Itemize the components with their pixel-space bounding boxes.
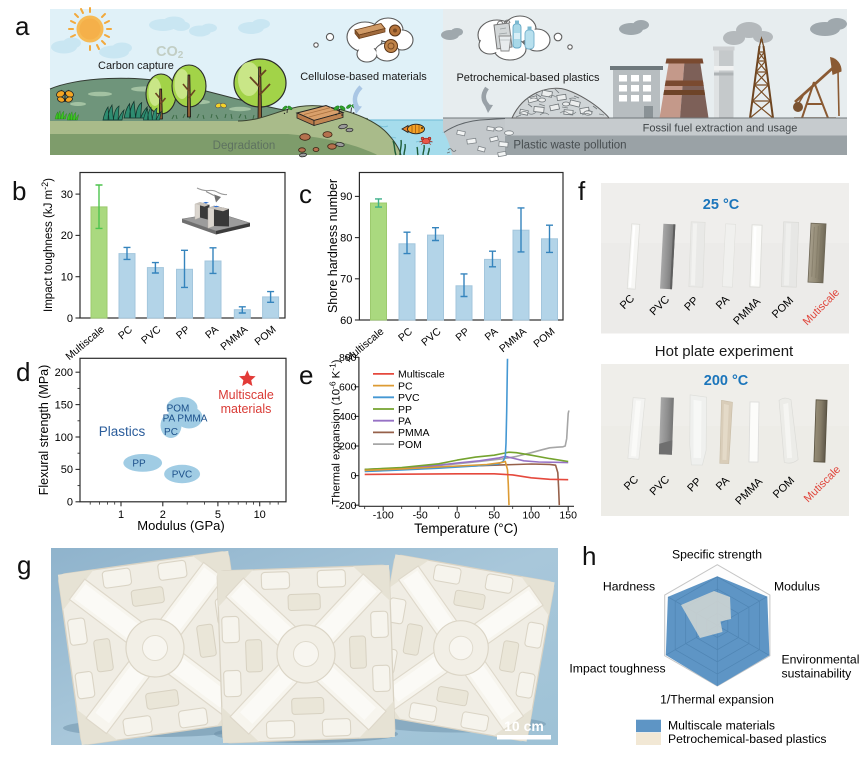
svg-text:60: 60 [340,315,352,327]
svg-text:Flexural strength (MPa): Flexural strength (MPa) [37,365,51,496]
svg-text:5: 5 [215,509,221,521]
svg-text:200: 200 [55,367,73,379]
svg-text:-200: -200 [335,500,356,512]
svg-text:Degradation: Degradation [213,140,276,152]
svg-text:PA: PA [203,324,221,342]
svg-text:10 cm: 10 cm [504,718,544,734]
svg-text:Plastic waste pollution: Plastic waste pollution [513,140,626,152]
svg-text:materials: materials [221,402,272,416]
svg-text:100: 100 [522,510,540,522]
svg-text:POM: POM [531,326,557,351]
svg-text:2: 2 [160,509,166,521]
svg-text:Multiscale: Multiscale [398,369,445,381]
svg-text:100: 100 [55,432,73,444]
svg-text:20: 20 [61,230,73,242]
svg-text:80: 80 [340,232,352,244]
svg-text:PA: PA [483,326,501,344]
svg-text:0: 0 [454,510,460,522]
svg-text:Temperature (°C): Temperature (°C) [414,521,518,536]
svg-text:Carbon capture: Carbon capture [98,60,174,72]
svg-text:-100: -100 [373,510,394,522]
svg-text:PP: PP [132,459,146,470]
svg-text:PP: PP [174,324,192,342]
svg-text:0: 0 [351,470,357,482]
svg-text:Environmental: Environmental [782,653,860,667]
svg-text:PMMA: PMMA [398,427,430,439]
svg-text:PVC: PVC [139,323,164,346]
svg-text:PC: PC [398,380,413,392]
svg-text:POM: POM [398,439,422,451]
svg-text:90: 90 [340,191,352,203]
svg-text:Multiscale materials: Multiscale materials [668,719,775,733]
svg-text:200 °C: 200 °C [704,373,749,389]
svg-text:800: 800 [339,352,357,364]
svg-text:PVC: PVC [419,325,444,348]
svg-text:200: 200 [339,441,357,453]
svg-text:150: 150 [559,510,577,522]
svg-text:sustainability: sustainability [782,667,853,681]
svg-text:PC: PC [116,323,135,342]
svg-text:POM: POM [252,324,278,349]
svg-text:400: 400 [339,411,357,423]
svg-text:Plastics: Plastics [99,424,146,439]
svg-text:PP: PP [398,404,412,416]
svg-text:0: 0 [67,497,73,509]
svg-text:Thermal expansion (10-6 K-1): Thermal expansion (10-6 K-1) [328,359,343,504]
svg-text:Modulus: Modulus [774,580,820,594]
svg-text:PVC: PVC [172,470,193,481]
svg-text:PMMA: PMMA [218,324,250,353]
svg-text:50: 50 [61,464,73,476]
svg-text:Modulus (GPa): Modulus (GPa) [137,518,224,533]
svg-text:Cellulose-based materials: Cellulose-based materials [300,71,427,83]
svg-text:600: 600 [339,381,357,393]
svg-text:Specific strength: Specific strength [672,548,762,562]
svg-text:70: 70 [340,274,352,286]
svg-text:Fossil fuel extraction and usa: Fossil fuel extraction and usage [643,123,798,135]
svg-text:PA PMMA: PA PMMA [163,414,208,425]
svg-text:PC: PC [164,427,178,438]
svg-text:0: 0 [67,313,73,325]
svg-text:Hot plate experiment: Hot plate experiment [655,343,794,360]
svg-text:10: 10 [254,509,266,521]
svg-text:Multiscale: Multiscale [218,388,274,402]
svg-text:-50: -50 [413,510,428,522]
svg-text:PC: PC [396,325,415,344]
svg-text:Petrochemical-based plastics: Petrochemical-based plastics [456,72,600,84]
svg-text:PVC: PVC [398,392,420,404]
svg-text:CO2: CO2 [156,44,184,61]
svg-text:1/Thermal expansion: 1/Thermal expansion [660,693,774,707]
svg-text:Impact toughness (kJ m-2): Impact toughness (kJ m-2) [40,178,55,312]
svg-text:150: 150 [55,399,73,411]
svg-text:PA: PA [398,416,411,428]
svg-text:10: 10 [61,272,73,284]
svg-text:Petrochemical-based plastics: Petrochemical-based plastics [668,732,827,746]
svg-text:1: 1 [118,509,124,521]
svg-text:PP: PP [453,326,471,344]
svg-text:Impact toughness: Impact toughness [569,662,665,676]
svg-text:Shore hardness number: Shore hardness number [326,179,340,313]
svg-text:50: 50 [488,510,500,522]
svg-text:POM: POM [167,404,190,415]
svg-text:Hardness: Hardness [603,580,655,594]
svg-text:30: 30 [61,189,73,201]
svg-text:25 °C: 25 °C [703,197,740,213]
